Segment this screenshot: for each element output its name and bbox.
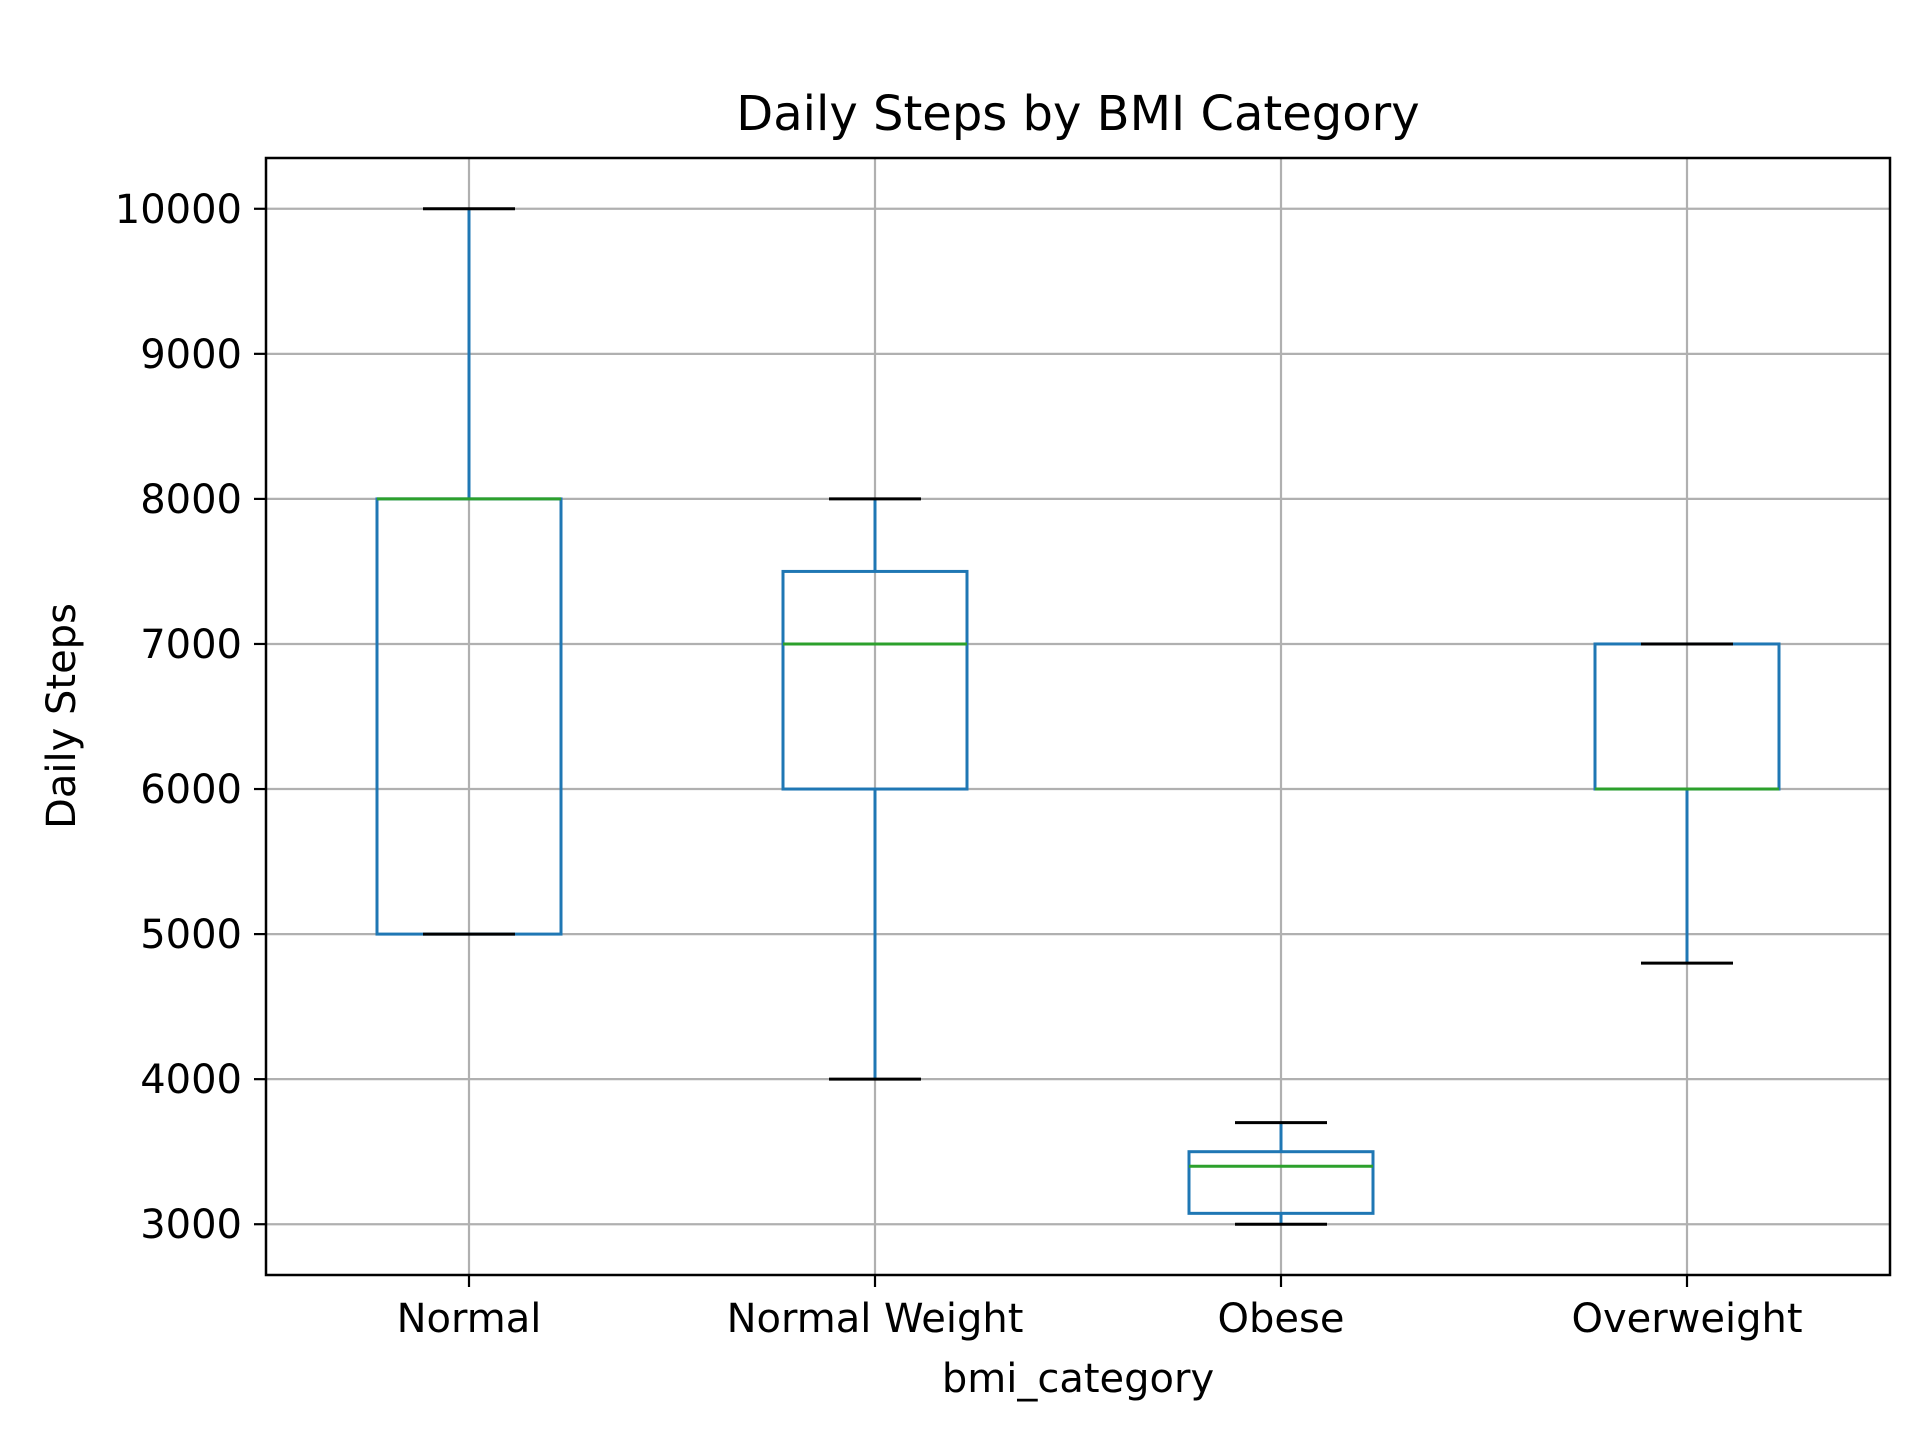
- y-axis-label: Daily Steps: [39, 603, 85, 829]
- y-tick-label: 9000: [140, 332, 242, 378]
- y-tick-label: 10000: [115, 187, 242, 233]
- x-tick-label: Overweight: [1571, 1296, 1802, 1342]
- plot-frame: [264, 156, 1892, 1277]
- boxes: [375, 207, 1781, 1226]
- chart-title: Daily Steps by BMI Category: [736, 86, 1419, 142]
- box-group: [781, 497, 969, 1081]
- y-tick-label: 7000: [140, 622, 242, 668]
- y-tick-label: 8000: [140, 477, 242, 523]
- axis-ticks: 3000 4000 5000 6000 7000 8000 9000 10000 Normal N…: [115, 187, 1803, 1342]
- x-tick-label: Normal Weight: [727, 1296, 1024, 1342]
- x-tick-label: Obese: [1218, 1296, 1345, 1342]
- x-tick-label: Normal: [397, 1296, 542, 1342]
- x-axis-label: bmi_category: [942, 1356, 1214, 1402]
- box-group: [1187, 1121, 1375, 1226]
- box-group: [375, 207, 563, 936]
- box-group: [1593, 642, 1781, 965]
- y-tick-label: 3000: [140, 1202, 242, 1248]
- box-iqr: [781, 569, 969, 791]
- y-tick-label: 4000: [140, 1057, 242, 1103]
- y-tick-label: 6000: [140, 767, 242, 813]
- box-iqr: [1187, 1150, 1375, 1215]
- y-tick-label: 5000: [140, 912, 242, 958]
